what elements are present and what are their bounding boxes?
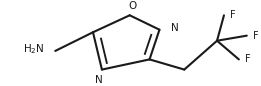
Text: F: F [253,31,259,41]
Text: N: N [96,75,103,85]
Text: F: F [245,54,251,64]
Text: H$_2$N: H$_2$N [23,43,45,56]
Text: F: F [230,10,236,20]
Text: O: O [128,1,137,11]
Text: N: N [171,23,179,33]
